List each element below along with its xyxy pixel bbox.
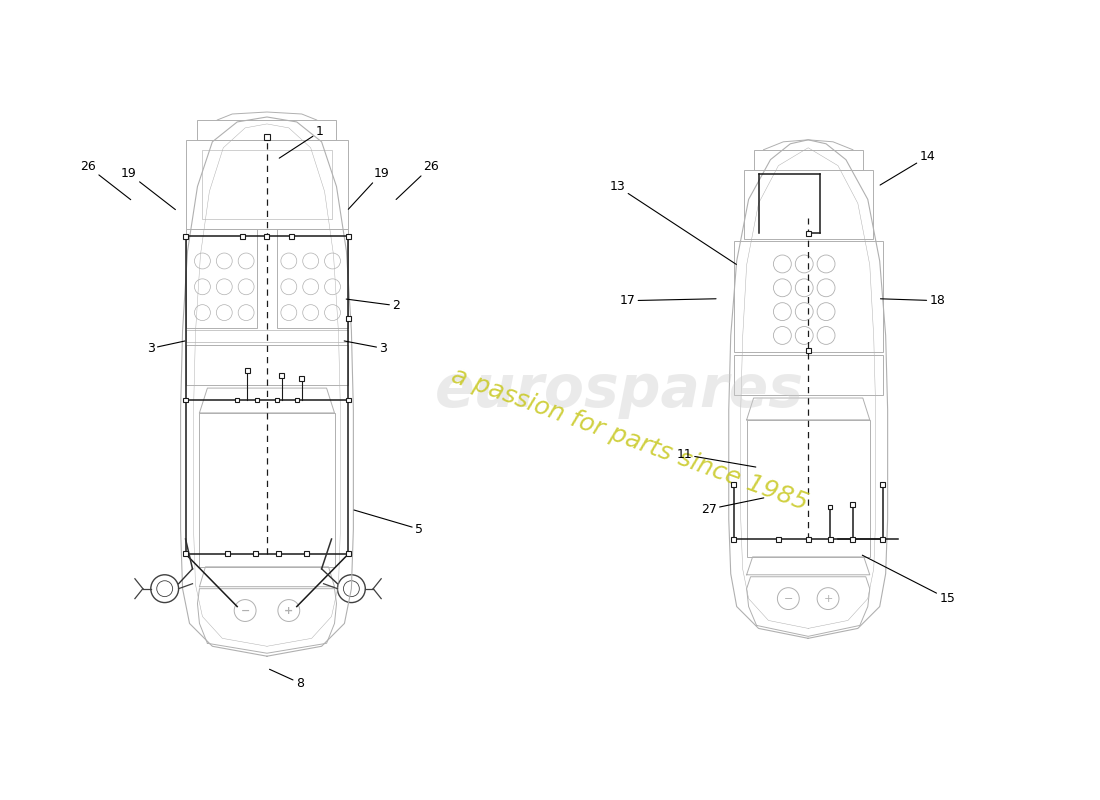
Text: eurospares: eurospares: [434, 362, 804, 418]
Bar: [275, 398, 279, 402]
Bar: [345, 234, 351, 238]
Bar: [199, 413, 334, 567]
Bar: [754, 150, 862, 170]
Bar: [299, 376, 305, 381]
Bar: [345, 398, 351, 402]
Bar: [202, 150, 331, 219]
Text: 14: 14: [880, 150, 935, 185]
Text: 8: 8: [270, 670, 304, 690]
Bar: [255, 398, 258, 402]
Bar: [345, 551, 351, 557]
Text: 15: 15: [862, 555, 955, 605]
Bar: [186, 330, 349, 342]
Text: a passion for parts since 1985: a passion for parts since 1985: [448, 364, 811, 515]
Bar: [732, 482, 736, 487]
Bar: [880, 537, 886, 542]
Bar: [198, 120, 337, 140]
Bar: [732, 537, 736, 542]
Text: 27: 27: [701, 498, 763, 516]
Bar: [183, 398, 188, 402]
Text: +: +: [284, 606, 294, 615]
Bar: [805, 230, 811, 236]
Text: +: +: [824, 594, 833, 604]
Text: 11: 11: [676, 448, 756, 467]
Bar: [776, 537, 781, 542]
Bar: [880, 482, 886, 487]
Bar: [224, 551, 230, 557]
Bar: [183, 551, 188, 557]
Bar: [827, 537, 833, 542]
Bar: [183, 234, 188, 238]
Bar: [235, 398, 239, 402]
Bar: [305, 551, 309, 557]
Bar: [747, 420, 870, 557]
Text: 3: 3: [344, 341, 387, 355]
Bar: [805, 537, 811, 542]
Text: 26: 26: [80, 160, 131, 200]
Bar: [244, 368, 250, 373]
Bar: [289, 234, 295, 238]
Bar: [186, 140, 349, 229]
Bar: [345, 316, 351, 321]
Bar: [253, 551, 257, 557]
Bar: [186, 229, 257, 329]
Text: 18: 18: [880, 294, 945, 307]
Bar: [277, 229, 349, 329]
Text: 13: 13: [609, 180, 736, 265]
Text: 17: 17: [619, 294, 716, 307]
Text: 26: 26: [396, 160, 439, 199]
Bar: [734, 355, 882, 395]
Text: 2: 2: [346, 299, 400, 312]
Bar: [850, 537, 856, 542]
Text: −: −: [241, 606, 250, 615]
Bar: [279, 373, 285, 378]
Bar: [295, 398, 299, 402]
Bar: [850, 502, 856, 506]
Bar: [805, 348, 811, 353]
Bar: [828, 506, 832, 510]
Text: 3: 3: [147, 341, 185, 355]
Bar: [264, 234, 270, 238]
Text: −: −: [783, 594, 793, 604]
Text: 19: 19: [121, 167, 175, 210]
Bar: [744, 170, 872, 239]
Text: 1: 1: [279, 126, 323, 158]
Bar: [276, 551, 282, 557]
Text: 5: 5: [354, 510, 422, 535]
Bar: [734, 241, 882, 352]
Bar: [240, 234, 244, 238]
Bar: [186, 346, 349, 385]
Text: 19: 19: [349, 167, 389, 210]
Bar: [264, 134, 270, 140]
